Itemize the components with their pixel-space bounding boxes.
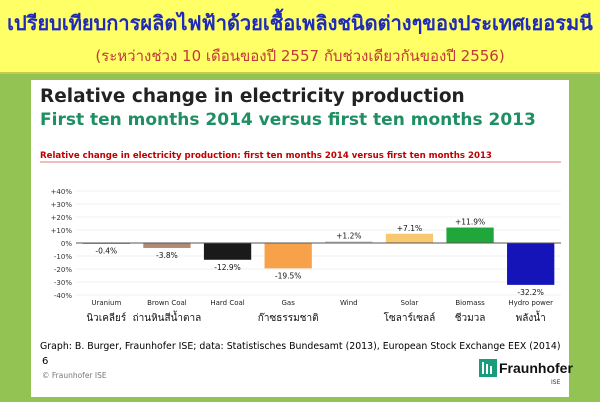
value-label: -32.2% <box>517 288 544 297</box>
copyright: © Fraunhofer ISE <box>42 371 107 380</box>
category-label-thai: ถ่านหินสีน้ำตาล <box>133 310 202 324</box>
bar-hard-coal <box>203 243 252 260</box>
category-label: Solar <box>401 299 419 307</box>
source-note: Graph: B. Burger, Fraunhofer ISE; data: … <box>40 341 561 352</box>
y-tick-label: +20% <box>51 214 73 222</box>
value-label: -12.9% <box>214 263 241 272</box>
logo-name: Fraunhofer <box>499 360 573 376</box>
bar-hydro-power <box>507 243 555 285</box>
slide-title: Relative change in electricity productio… <box>40 86 465 107</box>
banner-subtitle: (ระหว่างช่วง 10 เดือนของปี 2557 กับช่วงเ… <box>95 47 505 65</box>
category-label: Gas <box>282 299 296 307</box>
category-label-thai: ก๊าซธรรมชาติ <box>258 312 319 324</box>
page-number: 6 <box>42 356 49 367</box>
bar-wind <box>325 241 373 243</box>
y-tick-label: +30% <box>51 201 73 209</box>
category-label-thai: โซลาร์เซลล์ <box>384 311 436 324</box>
value-label: -3.8% <box>156 251 178 260</box>
logo-sub: ISE <box>551 379 561 386</box>
bar-brown-coal <box>143 243 191 248</box>
category-label: Brown Coal <box>147 299 187 307</box>
slide-subtitle: First ten months 2014 versus first ten m… <box>40 110 536 130</box>
banner: เปรียบเทียบการผลิตไฟฟ้าด้วยเชื้อเพลิงชนิ… <box>0 0 600 74</box>
y-tick-label: 0% <box>61 240 72 248</box>
category-label: Hard Coal <box>210 299 244 307</box>
value-label: -0.4% <box>95 247 117 256</box>
fraunhofer-logo: Fraunhofer ISE <box>479 356 573 396</box>
slide: Relative change in electricity productio… <box>31 80 573 397</box>
value-label: +1.2% <box>336 231 361 240</box>
category-labels: Uranium Brown Coal Hard Coal Gas Wind Solar Bi… <box>91 299 553 307</box>
y-tick-label: -30% <box>54 279 72 287</box>
y-tick-label: +10% <box>51 227 73 235</box>
category-label: Biomass <box>455 299 485 307</box>
gridlines <box>76 190 561 296</box>
bar-chart: Relative change in electricity productio… <box>40 151 561 324</box>
value-label: -19.5% <box>275 271 302 280</box>
bar-biomass <box>446 227 494 243</box>
category-labels-thai: นิวเคลียร์ ถ่านหินสีน้ำตาล ก๊าซธรรมชาติ โซล… <box>86 310 545 324</box>
value-label: +11.9% <box>455 218 485 227</box>
bar-solar <box>385 233 434 243</box>
category-label-thai: นิวเคลียร์ <box>86 312 127 324</box>
category-label: Hydro power <box>508 299 553 307</box>
category-label-thai: พลังน้ำ <box>516 310 546 324</box>
banner-title: เปรียบเทียบการผลิตไฟฟ้าด้วยเชื้อเพลิงชนิ… <box>7 11 593 35</box>
y-tick-label: -40% <box>54 292 72 300</box>
category-label: Uranium <box>91 299 121 307</box>
y-tick-label: -10% <box>54 253 72 261</box>
value-label: +7.1% <box>397 224 422 233</box>
fraunhofer-logo-mark-icon <box>479 359 497 377</box>
chart-title: Relative change in electricity productio… <box>40 151 492 161</box>
y-axis-tick-labels: +40% +30% +20% +10% 0% -10% -20% -30% -40% <box>51 188 73 300</box>
category-label-thai: ชีวมวล <box>455 312 486 324</box>
y-tick-label: -20% <box>54 266 72 274</box>
y-tick-label: +40% <box>51 188 73 196</box>
category-label: Wind <box>340 299 358 307</box>
bar-gas <box>264 243 312 269</box>
value-labels: -0.4% -3.8% -12.9% -19.5% +1.2% +7.1% +11.9% -3… <box>95 218 544 297</box>
